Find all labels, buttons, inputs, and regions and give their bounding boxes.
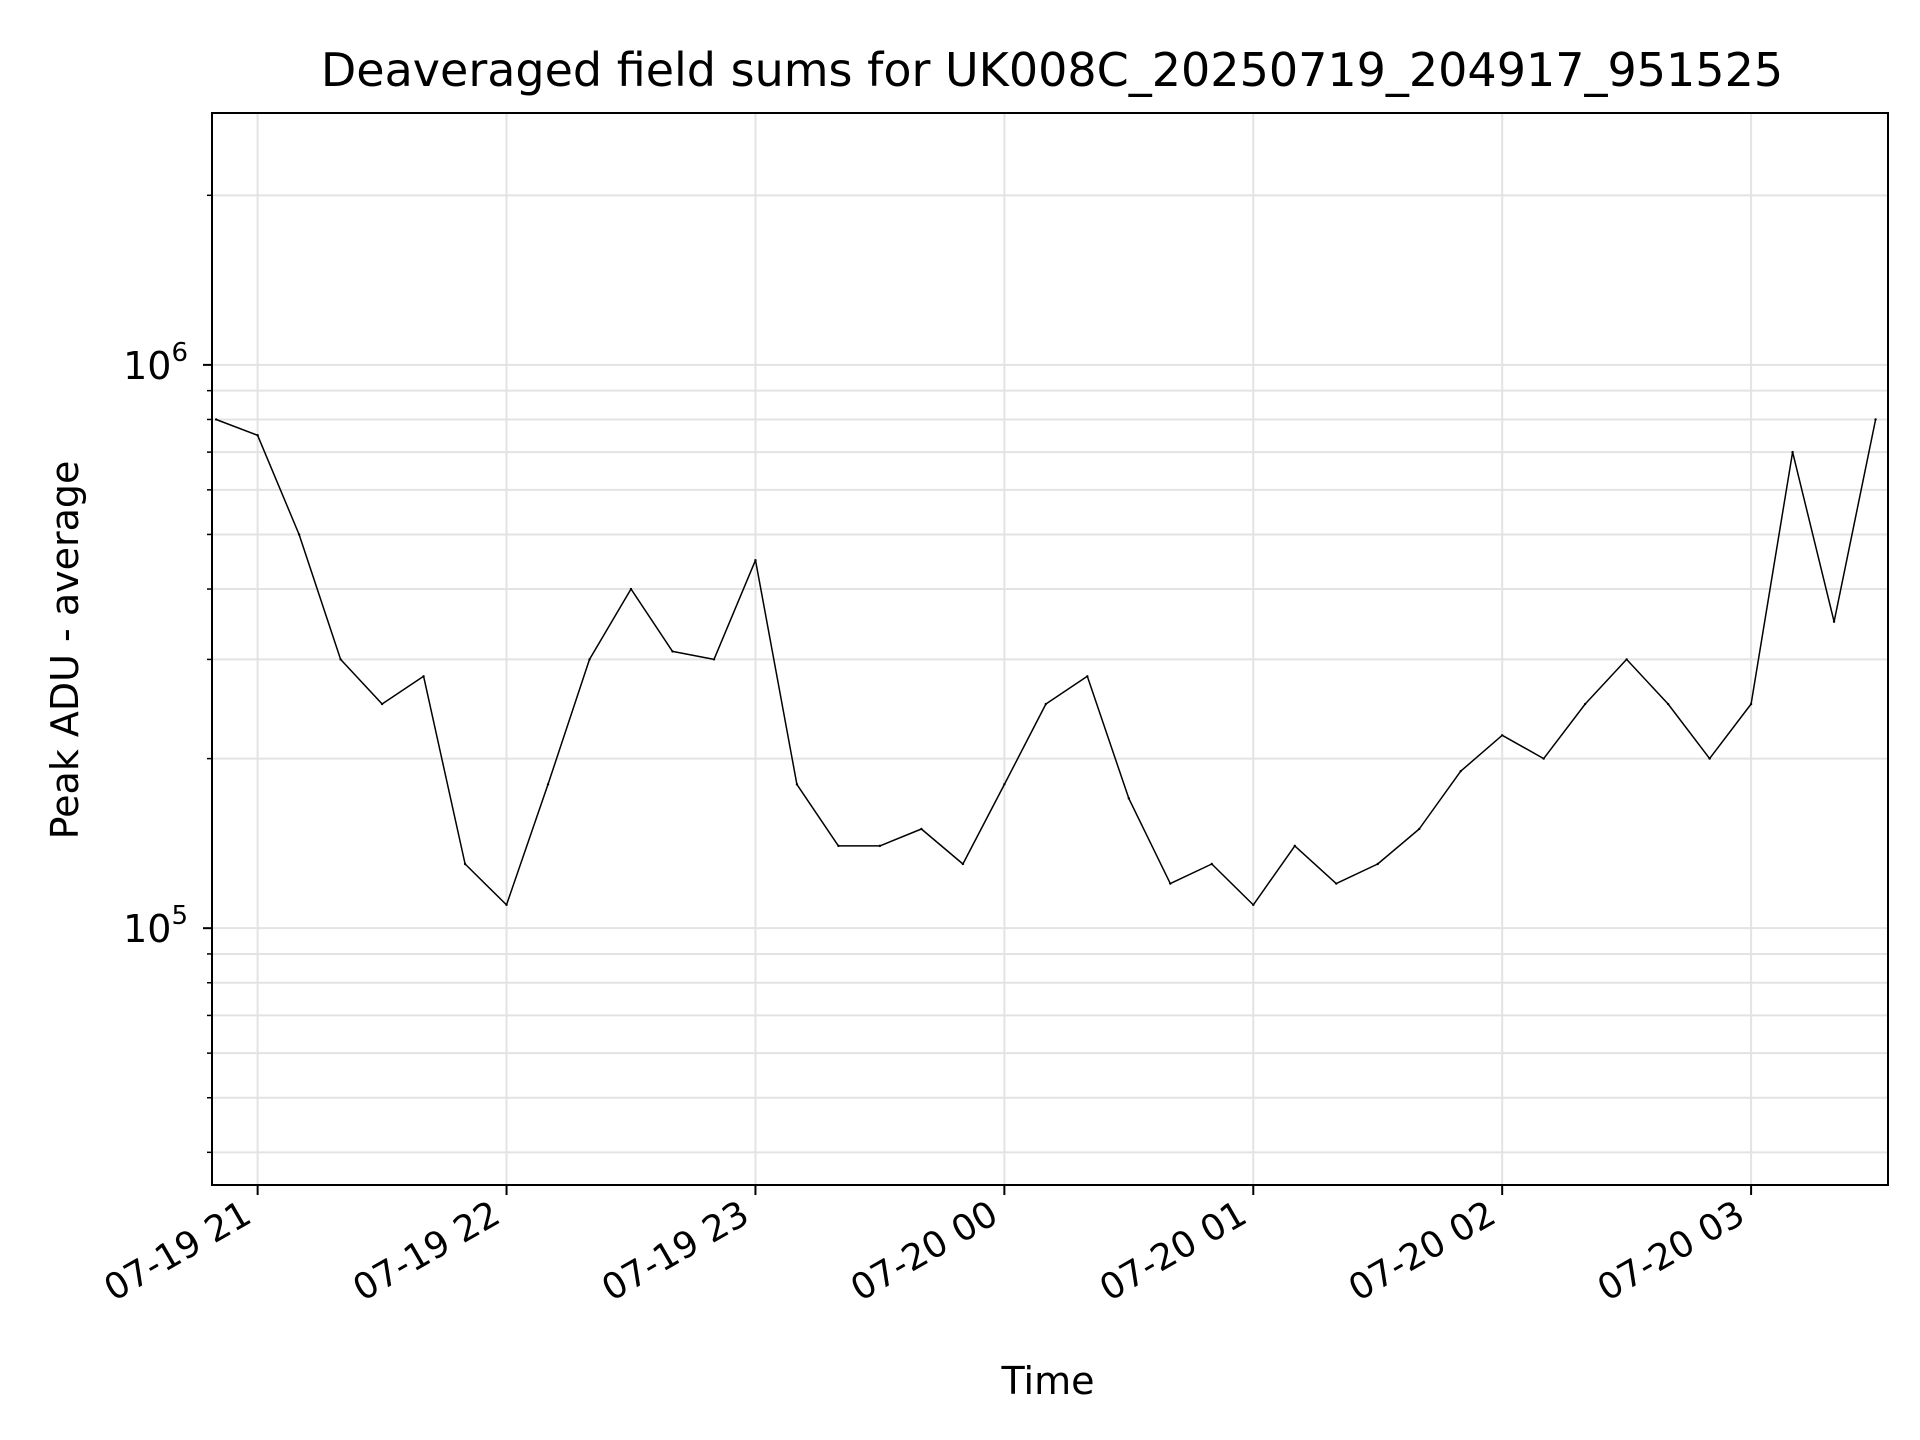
data-point: [1625, 658, 1628, 661]
data-point: [1500, 734, 1504, 737]
data-point: [1832, 620, 1836, 623]
data-point: [1666, 702, 1670, 706]
data-point: [712, 658, 716, 661]
data-point: [961, 862, 965, 866]
data-point: [1459, 769, 1462, 773]
chart-title: Deaveraged field sums for UK008C_2025071…: [321, 43, 1783, 97]
data-point: [256, 434, 259, 437]
data-point: [795, 783, 799, 786]
data-point: [1210, 862, 1213, 866]
y-tick-label: 105: [123, 901, 188, 951]
y-tick-label: 106: [123, 338, 188, 388]
data-point: [1086, 675, 1089, 678]
x-axis-label: Time: [1001, 1359, 1095, 1403]
data-point: [297, 533, 301, 536]
data-point: [1044, 702, 1048, 706]
data-point: [1583, 702, 1587, 706]
plot-frame: [211, 112, 1889, 1186]
data-point: [1335, 882, 1338, 885]
data-point: [837, 844, 840, 848]
data-point: [629, 587, 633, 591]
data-point: [1169, 882, 1172, 885]
data-point: [878, 844, 882, 848]
data-point: [1376, 862, 1379, 866]
y-axis: 105 106: [123, 194, 212, 1154]
data-point: [1003, 783, 1006, 786]
data-point: [671, 650, 674, 653]
data-point: [1708, 757, 1711, 760]
data-point: [546, 783, 550, 786]
data-point: [754, 559, 757, 562]
data-point: [380, 702, 384, 706]
data-point: [1874, 418, 1877, 421]
data-point: [920, 827, 923, 831]
series-layer: [214, 418, 1877, 907]
data-point: [1418, 827, 1421, 831]
data-point: [1293, 844, 1296, 848]
data-point: [588, 658, 591, 661]
data-point: [1749, 702, 1753, 706]
grid-layer: [212, 113, 1888, 1185]
data-point: [339, 658, 342, 661]
data-point: [214, 418, 218, 421]
data-point: [1252, 903, 1255, 907]
data-point: [505, 903, 508, 907]
data-point: [1542, 757, 1545, 760]
data-point: [1791, 450, 1794, 454]
data-point: [422, 675, 425, 678]
y-axis-label: Peak ADU - average: [43, 461, 87, 840]
data-point: [1127, 797, 1131, 800]
data-point: [463, 862, 467, 866]
